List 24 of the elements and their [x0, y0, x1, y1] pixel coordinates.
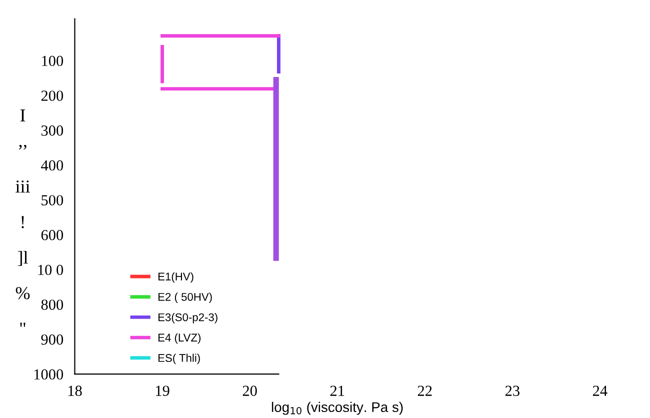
y-tick-label: 100 [42, 56, 64, 66]
legend-label: E2 ( 50HV) [158, 292, 212, 304]
x-tick-label: 21 [330, 386, 344, 396]
y-tick-label: 200 [41, 90, 64, 101]
x-axis-title: log$_{10}$ (viscosity. Pa s) [272, 402, 403, 415]
legend-label: ES( Thli) [158, 354, 200, 364]
y-tick-label: 400 [41, 160, 64, 171]
y-tick-label: 1000 [34, 369, 64, 380]
legend-label: E4 (LVZ) [158, 333, 201, 344]
x-tick-label: 20 [242, 386, 257, 396]
x-tick-label: 24 [592, 386, 608, 396]
legend-label: E1(HV) [158, 272, 194, 283]
y-tick-label: 900 [41, 334, 64, 345]
y-tick-label: 10 0 [38, 264, 64, 276]
x-tick-label: 22 [418, 386, 432, 396]
y-tick-label: 300 [41, 125, 64, 136]
x-tick-label: 23 [505, 386, 520, 396]
x-tick-label: 18 [68, 386, 82, 396]
y-tick-label: 600 [41, 230, 64, 240]
text: I ’’ iii ! ]l % " [16, 110, 30, 327]
legend-label: E3(S0-p2-3) [158, 313, 218, 324]
x-tick-label: 19 [156, 386, 170, 396]
y-tick-label: 800 [41, 300, 64, 310]
y-tick-label: 500 [42, 195, 64, 206]
